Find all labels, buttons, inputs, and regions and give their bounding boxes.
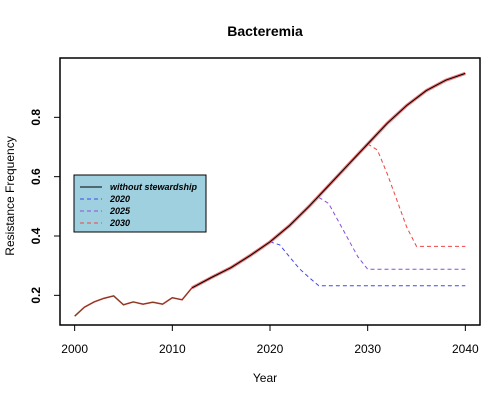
legend-entry: 2020 [109, 194, 130, 204]
x-tick-label: 2040 [452, 342, 479, 356]
x-tick-label: 2020 [257, 342, 284, 356]
legend-entry: 2030 [109, 218, 130, 228]
observed-line-core [74, 287, 193, 317]
y-tick-label: 0.8 [29, 109, 43, 126]
series-line-halo [191, 71, 466, 290]
series-line-2030 [367, 143, 466, 247]
chart-title: Bacteremia [227, 23, 303, 39]
y-axis: 0.2 0.4 0.6 0.8 [29, 109, 60, 304]
x-axis: 2000 2010 2020 2030 2040 [61, 324, 479, 356]
y-tick-label: 0.2 [29, 287, 43, 304]
plot-lines [74, 71, 466, 317]
legend-entry: 2025 [109, 206, 131, 216]
series-line-without-stewardship [191, 72, 466, 289]
x-tick-label: 2030 [354, 342, 381, 356]
legend: without stewardship 2020 2025 2030 [73, 174, 207, 233]
y-tick-label: 0.4 [29, 227, 43, 244]
y-axis-label: Resistance Frequency [3, 136, 17, 255]
series-line-2025 [318, 196, 466, 270]
series-line-2020 [269, 241, 466, 287]
y-tick-label: 0.6 [29, 168, 43, 185]
legend-entry: without stewardship [110, 182, 198, 192]
x-axis-label: Year [253, 371, 277, 385]
x-tick-label: 2010 [159, 342, 186, 356]
x-tick-label: 2000 [61, 342, 88, 356]
